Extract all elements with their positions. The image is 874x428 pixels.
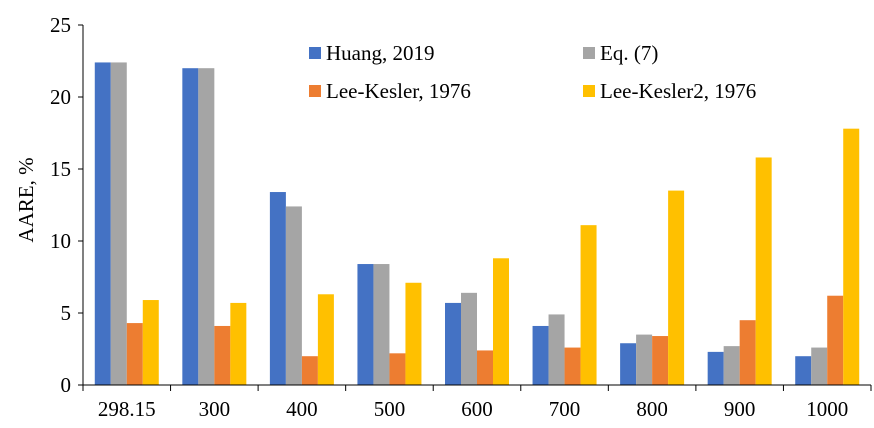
y-tick-label: 20 [50, 85, 71, 109]
x-tick-label: 298.15 [98, 397, 156, 421]
bar [811, 347, 828, 385]
legend-label: Eq. (7) [600, 41, 658, 65]
bar [182, 68, 199, 385]
bar [580, 225, 597, 385]
bar [373, 264, 390, 385]
legend-swatch [309, 85, 321, 97]
x-tick-label: 700 [549, 397, 581, 421]
bar [389, 353, 406, 385]
bar [564, 347, 581, 385]
bars [94, 62, 860, 385]
bar [843, 128, 860, 385]
bar [493, 258, 509, 385]
bar [230, 302, 247, 385]
legend-label: Huang, 2019 [326, 41, 435, 65]
bar [142, 300, 159, 385]
bar [94, 62, 111, 385]
bar [214, 325, 231, 385]
x-axis-tick-labels: 298.15 300 400 500 600 700 800 900 1000 [82, 385, 872, 421]
y-axis-ticks: 0 5 10 15 20 25 [50, 13, 83, 397]
legend-swatch [309, 47, 321, 59]
bar [110, 62, 127, 385]
legend: Huang, 2019 Eq. (7) Lee-Kesler, 1976 Lee-Ke… [309, 41, 756, 103]
x-tick-label: 1000 [806, 397, 848, 421]
y-tick-label: 15 [50, 157, 71, 181]
bar [126, 323, 143, 385]
bar [532, 325, 549, 385]
bar [317, 294, 334, 385]
legend-label: Lee-Kesler, 1976 [326, 79, 471, 103]
x-tick-label: 500 [374, 397, 406, 421]
y-tick-label: 5 [61, 301, 72, 325]
bar [723, 346, 740, 385]
y-tick-label: 10 [50, 229, 71, 253]
bar [707, 351, 724, 385]
x-tick-label: 400 [286, 397, 318, 421]
x-tick-label: 900 [724, 397, 756, 421]
y-tick-label: 25 [50, 13, 71, 37]
bar [285, 206, 302, 385]
bar [301, 356, 318, 385]
legend-label: Lee-Kesler2, 1976 [600, 79, 756, 103]
bar [445, 302, 461, 385]
bar [198, 68, 215, 385]
legend-swatch [583, 85, 595, 97]
bar [652, 336, 669, 385]
x-tick-label: 300 [199, 397, 231, 421]
x-tick-label: 800 [636, 397, 668, 421]
x-tick-label: 600 [461, 397, 493, 421]
bar [668, 190, 685, 385]
bar [269, 192, 286, 385]
bar [795, 356, 812, 385]
bar [461, 292, 477, 385]
bar [357, 264, 374, 385]
bar [620, 343, 637, 385]
bar [827, 295, 844, 385]
y-tick-label: 0 [61, 373, 72, 397]
bar [636, 334, 653, 385]
bar [739, 320, 756, 385]
bar [548, 314, 565, 385]
bar [477, 350, 493, 385]
bar [755, 157, 772, 385]
bar [405, 282, 422, 385]
legend-swatch [583, 47, 595, 59]
y-axis-title: AARE, % [14, 157, 38, 242]
